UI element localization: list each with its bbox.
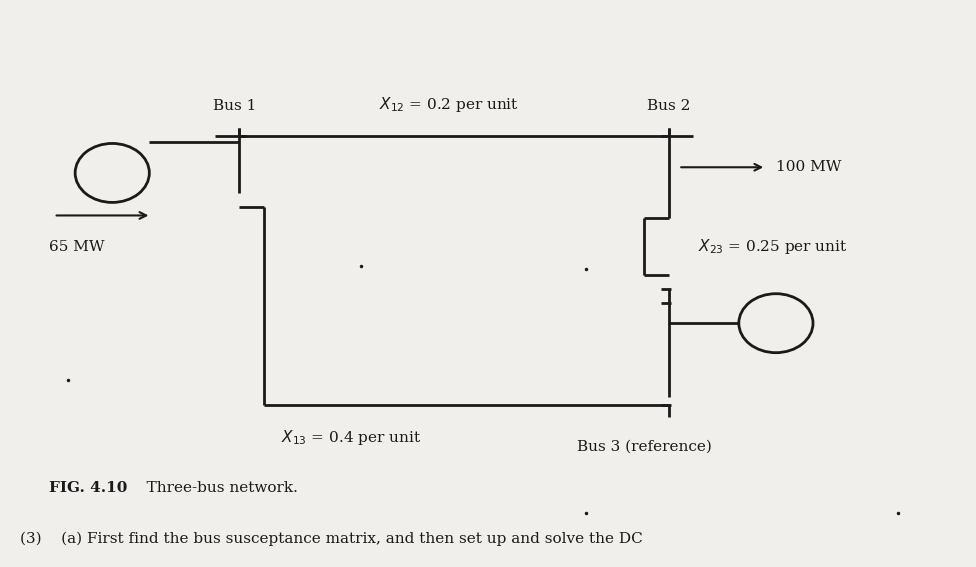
Text: $X_{23}$ = 0.25 per unit: $X_{23}$ = 0.25 per unit bbox=[698, 237, 847, 256]
Text: Bus 3 (reference): Bus 3 (reference) bbox=[577, 439, 712, 454]
Text: $X_{12}$ = 0.2 per unit: $X_{12}$ = 0.2 per unit bbox=[379, 95, 519, 115]
Text: 100 MW: 100 MW bbox=[776, 160, 841, 174]
Text: Bus 2: Bus 2 bbox=[647, 99, 690, 113]
Text: (3)    (a) First find the bus susceptance matrix, and then set up and solve the : (3) (a) First find the bus susceptance m… bbox=[20, 531, 642, 546]
Text: Bus 1: Bus 1 bbox=[213, 99, 256, 113]
Text: $X_{13}$ = 0.4 per unit: $X_{13}$ = 0.4 per unit bbox=[281, 428, 422, 447]
Text: FIG. 4.10: FIG. 4.10 bbox=[49, 481, 127, 494]
Text: 65 MW: 65 MW bbox=[49, 240, 104, 253]
Text: Three-bus network.: Three-bus network. bbox=[132, 481, 298, 494]
